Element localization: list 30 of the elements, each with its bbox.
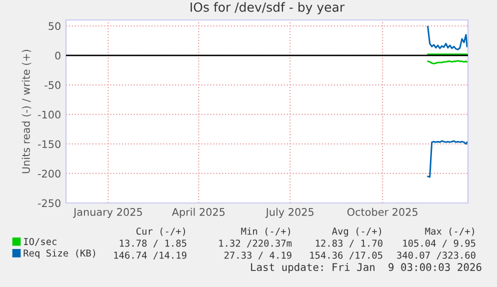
y-tick-label: -200 (38, 170, 60, 178)
y-tick-label: 0 (55, 52, 60, 60)
text: 13.78 / 1.85 (120, 240, 186, 248)
y-tick-label: 50 (48, 22, 60, 30)
legend-label: Req Size (KB) (24, 249, 96, 258)
y-tick-label: -150 (38, 140, 60, 148)
x-tick-label: October 2025 (347, 208, 418, 216)
y-tick-label: -50 (44, 81, 60, 90)
text: 12.83 / 1.70 (316, 240, 382, 248)
text: 340.07 /323.60 (397, 252, 476, 260)
line-series (427, 26, 468, 50)
text: Min (-/+) (241, 227, 290, 236)
x-tick-label: April 2025 (172, 208, 225, 218)
text: Avg (-/+) (332, 227, 382, 237)
text: Last update: Fri Jan 9 03:00:03 2026 (251, 262, 482, 274)
y-tick-label: -100 (38, 110, 60, 119)
chart-title: IOs for /dev/sdf - by year (190, 2, 345, 14)
x-tick-label: January 2025 (73, 208, 142, 218)
text: 1.32 /220.37m (219, 240, 292, 248)
text: Max (-/+) (425, 227, 474, 236)
text: Cur (-/+) (136, 227, 186, 236)
line-series (427, 140, 468, 178)
y-axis-title: Units read (-) / write (+) (22, 50, 32, 174)
text: 27.33 / 4.19 (224, 252, 292, 260)
text: 105.04 / 9.95 (403, 240, 476, 248)
x-tick-label: July 2025 (265, 208, 314, 218)
text: 154.36 /17.05 (310, 252, 382, 260)
legend-label: IO/sec (24, 238, 56, 246)
y-tick-label: -250 (38, 199, 60, 208)
text: 146.74 /14.19 (114, 252, 186, 260)
